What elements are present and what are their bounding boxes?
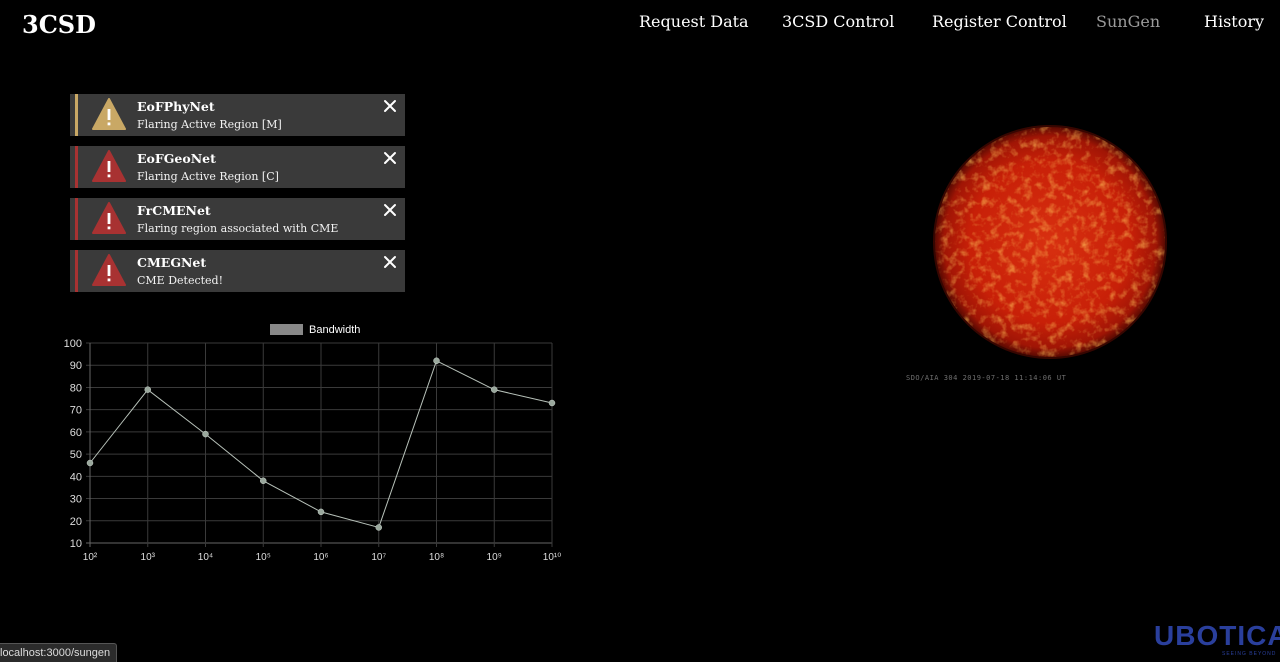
alert-accent-bar: [75, 198, 78, 240]
alert-message: CME Detected!: [137, 274, 224, 287]
data-point: [86, 459, 94, 467]
nav-register-control[interactable]: Register Control: [932, 12, 1067, 31]
y-tick-label: 80: [70, 382, 82, 394]
y-tick-label: 70: [70, 405, 82, 417]
alert-message: Flaring Active Region [M]: [137, 118, 282, 131]
legend-swatch: [270, 324, 303, 335]
y-tick-label: 90: [70, 360, 82, 372]
alert-item: FrCMENet Flaring region associated with C…: [70, 198, 405, 240]
y-tick-label: 20: [70, 516, 82, 528]
x-tick-label: 10³: [141, 552, 156, 563]
alert-item: CMEGNet CME Detected!: [70, 250, 405, 292]
data-point: [317, 508, 325, 516]
alert-list: EoFPhyNet Flaring Active Region [M] EoFGeo…: [70, 94, 405, 302]
close-icon[interactable]: [383, 203, 397, 217]
y-tick-label: 100: [64, 338, 82, 350]
chart-svg: 10 20 30 40 50 60 70 80 90 100 10² 10³ 10⁴ 10⁵ 10⁶ 10⁷ 1…: [64, 324, 561, 563]
x-tick-label: 10⁸: [429, 552, 444, 563]
data-point: [260, 477, 267, 485]
data-point: [433, 357, 440, 365]
y-tick-label: 60: [70, 427, 82, 439]
data-point: [548, 399, 556, 407]
x-tick-label: 10⁶: [313, 552, 328, 563]
data-point: [202, 430, 209, 438]
alert-title: EoFGeoNet: [137, 151, 216, 166]
x-tick-label: 10⁵: [256, 552, 271, 563]
alert-message: Flaring Active Region [C]: [137, 170, 279, 183]
data-point: [375, 524, 382, 531]
nav-sungen[interactable]: SunGen: [1096, 12, 1161, 31]
alert-accent-bar: [75, 250, 78, 292]
sun-caption: SDO/AIA 304 2019-07-18 11:14:06 UT: [906, 374, 1067, 382]
data-point: [144, 386, 151, 393]
x-tick-label: 10¹⁰: [543, 552, 561, 563]
x-tick-label: 10²: [83, 552, 98, 563]
status-url: localhost:3000/sungen: [0, 643, 118, 662]
sun-image: [932, 124, 1168, 360]
alert-title: EoFPhyNet: [137, 99, 215, 114]
x-tick-label: 10⁹: [487, 552, 502, 563]
y-tick-label: 50: [70, 449, 82, 461]
x-tick-label: 10⁷: [371, 552, 386, 563]
y-tick-label: 40: [70, 471, 82, 483]
close-icon[interactable]: [383, 255, 397, 269]
bandwidth-chart: 10 20 30 40 50 60 70 80 90 100 10² 10³ 10⁴ 10⁵ 10⁶ 10⁷ 1…: [58, 318, 568, 568]
y-tick-label: 10: [70, 538, 82, 550]
warning-icon: [92, 254, 126, 286]
warning-icon: [92, 202, 126, 234]
alert-accent-bar: [75, 146, 78, 188]
alert-title: FrCMENet: [137, 203, 211, 218]
logo-text: UBOTICA: [1154, 620, 1280, 651]
app-title[interactable]: 3CSD: [22, 10, 96, 39]
nav-history[interactable]: History: [1204, 12, 1265, 31]
close-icon[interactable]: [383, 99, 397, 113]
warning-icon: [92, 98, 126, 130]
legend-label: Bandwidth: [309, 324, 360, 336]
alert-accent-bar: [75, 94, 78, 136]
nav-request-data[interactable]: Request Data: [639, 12, 749, 31]
sun-disk-image: [933, 125, 1167, 359]
close-icon[interactable]: [383, 151, 397, 165]
alert-item: EoFGeoNet Flaring Active Region [C]: [70, 146, 405, 188]
data-point: [491, 386, 498, 393]
alert-title: CMEGNet: [137, 255, 207, 270]
nav-3csd-control[interactable]: 3CSD Control: [782, 12, 895, 31]
alert-item: EoFPhyNet Flaring Active Region [M]: [70, 94, 405, 136]
ubotica-logo: UBOTICA SEEING BEYOND: [1152, 620, 1280, 662]
warning-icon: [92, 150, 126, 182]
y-tick-label: 30: [70, 494, 82, 506]
logo-tagline: SEEING BEYOND: [1222, 651, 1277, 657]
alert-message: Flaring region associated with CME: [137, 222, 339, 235]
x-tick-label: 10⁴: [198, 552, 213, 563]
